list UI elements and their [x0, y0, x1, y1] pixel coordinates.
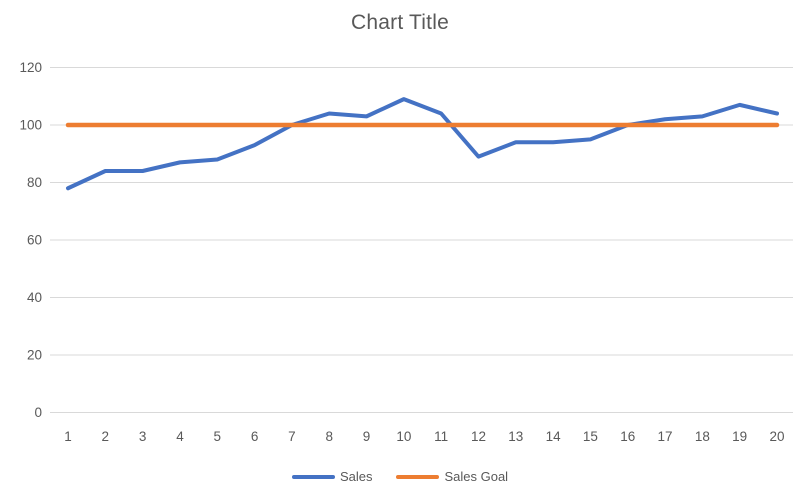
y-axis-tick-label: 100 [19, 118, 42, 133]
x-axis-tick-label: 13 [508, 429, 523, 444]
x-axis-tick-label: 5 [214, 429, 222, 444]
x-axis-tick-label: 7 [288, 429, 296, 444]
x-axis-tick-label: 10 [396, 429, 411, 444]
chart-title: Chart Title [351, 11, 449, 34]
x-axis-tick-label: 18 [695, 429, 710, 444]
y-axis-tick-label: 0 [34, 405, 42, 420]
y-axis-labels: 0 20 40 60 80 100 120 [19, 60, 42, 420]
x-axis-labels: 1 2 3 4 5 6 7 8 9 10 11 12 13 14 15 16 17 18 19 20 [64, 429, 784, 444]
x-axis-tick-label: 17 [658, 429, 673, 444]
legend-label-sales: Sales [339, 469, 373, 484]
x-axis-tick-label: 11 [434, 429, 448, 444]
y-axis-tick-label: 120 [19, 60, 42, 75]
x-axis-tick-label: 4 [176, 429, 184, 444]
x-axis-tick-label: 16 [620, 429, 635, 444]
gridlines [50, 67, 793, 413]
legend-item-sales-goal: Sales Goal [396, 469, 508, 484]
y-axis-tick-label: 20 [27, 348, 42, 363]
x-axis-tick-label: 19 [732, 429, 747, 444]
legend-item-sales: Sales [291, 469, 373, 484]
y-axis-tick-label: 80 [27, 175, 42, 190]
x-axis-tick-label: 8 [325, 429, 333, 444]
legend-label-sales-goal: Sales Goal [444, 469, 509, 484]
x-axis-tick-label: 6 [251, 429, 259, 444]
sales-line-swatch [291, 474, 335, 479]
sales-goal-line-swatch [396, 474, 440, 479]
x-axis-tick-label: 1 [64, 429, 72, 444]
series-line-sales [66, 97, 779, 191]
x-axis-tick-label: 15 [583, 429, 598, 444]
x-axis-tick-label: 9 [363, 429, 371, 444]
x-axis-tick-label: 3 [139, 429, 147, 444]
x-axis-tick-label: 2 [102, 429, 110, 444]
chart-legend: Sales Sales Goal [0, 469, 800, 484]
y-axis-tick-label: 60 [27, 233, 42, 248]
y-axis-tick-label: 40 [27, 290, 42, 305]
x-axis-tick-label: 14 [546, 429, 562, 444]
x-axis-tick-label: 12 [471, 429, 486, 444]
x-axis-tick-label: 20 [769, 429, 784, 444]
